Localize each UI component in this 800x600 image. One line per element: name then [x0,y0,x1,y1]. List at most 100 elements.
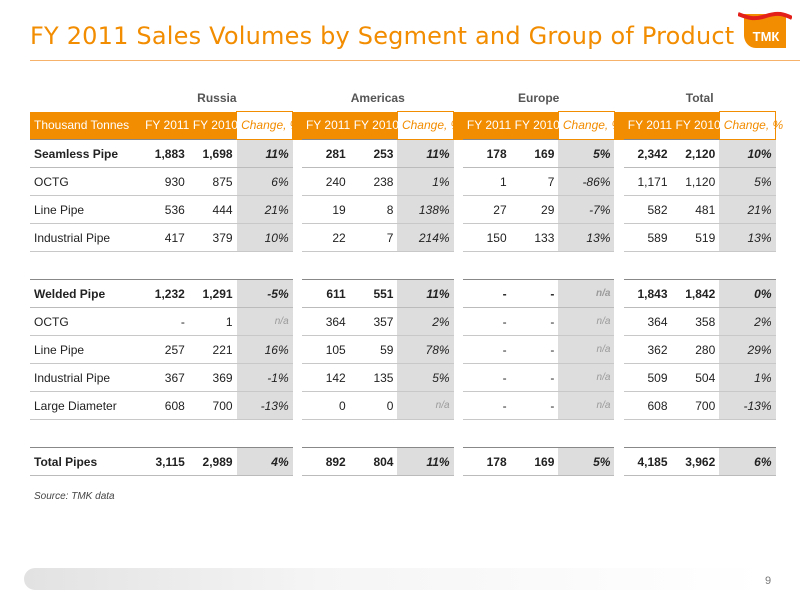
column-gap [614,308,623,336]
change-cell: 13% [558,223,615,252]
value-cell: 7 [349,223,398,252]
value-cell: 589 [623,223,672,252]
value-cell: 551 [349,279,398,308]
column-gap [614,280,623,308]
column-gap [293,364,302,392]
value-cell: 1,842 [671,279,720,308]
value-cell: 1,843 [623,279,672,308]
column-gap [293,336,302,364]
row-label: Line Pipe [30,195,142,224]
value-cell: 504 [671,363,720,392]
row-label: OCTG [30,307,142,336]
footer-bar [24,568,764,590]
spacer-row [30,252,776,280]
value-cell: 0 [349,391,398,420]
value-cell: 169 [510,447,559,476]
value-cell: - [462,307,511,336]
value-cell: 519 [671,223,720,252]
change-cell: 6% [236,167,293,196]
fy2010-header: FY 2010 [510,111,560,140]
corner-cell [30,84,141,112]
value-cell: - [510,391,559,420]
row-label: Industrial Pipe [30,363,142,392]
value-cell: 700 [671,391,720,420]
change-cell: -13% [236,391,293,420]
change-cell: 11% [397,279,454,308]
spacer-row [30,420,776,448]
change-cell: n/a [397,391,454,420]
value-cell: 3,962 [671,447,720,476]
product-row: Line Pipe 536 444 21% 19 8 138% 27 29 -7% 582 481 21… [30,195,776,224]
value-cell: 536 [141,195,189,224]
value-cell: - [462,279,511,308]
change-header: Change, % [236,111,300,140]
value-cell: 0 [301,391,350,420]
change-cell: 21% [719,195,776,224]
value-cell: 19 [301,195,350,224]
column-gap [454,308,463,336]
product-row: OCTG -1 n/a 364 357 2% - - n/a 364 358 2% [30,307,776,336]
fy2011-header: FY 2011 [301,111,350,140]
column-gap [293,140,302,168]
change-header: Change, % [396,111,461,140]
change-cell: n/a [558,391,615,420]
column-gap [292,111,302,140]
row-label: Seamless Pipe [30,139,142,168]
column-gap [454,168,463,196]
value-cell: - [510,335,559,364]
change-cell: 1% [719,363,776,392]
value-cell: - [462,335,511,364]
value-cell: 105 [301,335,350,364]
change-cell: 11% [236,139,293,168]
value-cell: 364 [623,307,672,336]
change-cell: 5% [397,363,454,392]
value-cell: 29 [510,195,559,224]
change-cell: 2% [719,307,776,336]
column-gap [614,140,623,168]
change-cell: 21% [236,195,293,224]
value-cell: 2,120 [671,139,720,168]
product-row: Large Diameter 608 700 -13% 0 0 n/a - - n/a 608 700… [30,391,776,420]
tmk-logo: ТМК [738,11,792,48]
fy2010-header: FY 2010 [349,111,399,140]
column-gap [454,336,463,364]
value-cell: - [510,363,559,392]
segment-label: Europe [517,90,560,105]
row-label: Total Pipes [30,447,142,476]
column-gap [293,280,302,308]
column-gap [614,111,624,140]
value-cell: 7 [510,167,559,196]
value-cell: 611 [301,279,350,308]
value-cell: 169 [510,139,559,168]
segment-total-row: Welded Pipe 1,232 1,291 -5% 611 551 11% - - n/a 1,… [30,279,776,308]
value-cell: - [510,279,559,308]
change-cell: 16% [236,335,293,364]
row-label: OCTG [30,167,142,196]
value-cell: 481 [671,195,720,224]
value-cell: 22 [301,223,350,252]
change-cell: 10% [719,139,776,168]
product-row: Industrial Pipe 367 369 -1% 142 135 5% - - n/a 509… [30,363,776,392]
spacer-cell [30,420,776,448]
value-cell: 280 [671,335,720,364]
value-cell: - [510,307,559,336]
change-cell: -13% [719,391,776,420]
spacer-cell [30,252,776,280]
column-gap [614,336,623,364]
column-gap [614,84,623,112]
product-row: Line Pipe 257 221 16% 105 59 78% - - n/a 362 280 29% [30,335,776,364]
column-gap [293,168,302,196]
change-cell: 78% [397,335,454,364]
segment-label: Total [685,90,714,105]
value-cell: 2,989 [188,447,237,476]
column-gap [454,280,463,308]
change-cell: 29% [719,335,776,364]
value-cell: 257 [141,335,189,364]
page-number: 9 [765,575,772,587]
value-cell: 379 [188,223,237,252]
change-cell: 5% [719,167,776,196]
column-gap [614,364,623,392]
column-gap [614,392,623,420]
change-cell: 214% [397,223,454,252]
value-cell: 417 [141,223,189,252]
